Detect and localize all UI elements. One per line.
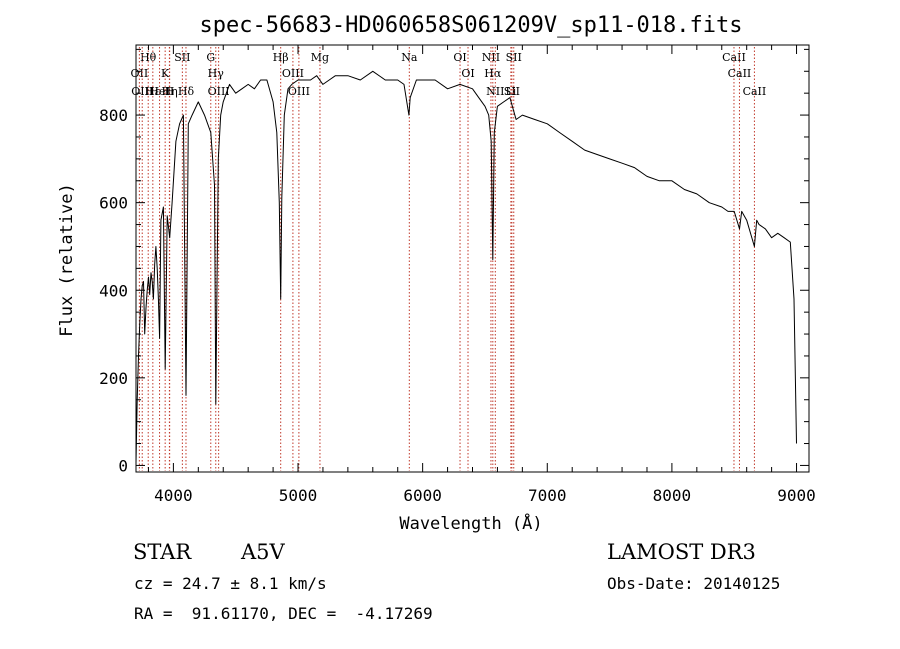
line-marker-label: Hα [484, 67, 502, 80]
x-tick-label: 9000 [777, 486, 816, 505]
plot-frame [135, 44, 810, 473]
line-marker-label: OIII [131, 85, 153, 98]
line-marker-label: Hδ [178, 85, 195, 98]
line-marker-label: Na [401, 51, 418, 64]
line-marker-label: NII [482, 51, 500, 64]
coords-text: RA = 91.61170, DEC = -4.17269 [134, 604, 433, 623]
survey-name: LAMOST DR3 [607, 540, 756, 564]
x-tick-label: 7000 [528, 486, 567, 505]
tick-layer: 4000 5000 6000 7000 8000 9000 0 200 400 600 800 [99, 45, 816, 505]
line-marker-label: SII [174, 51, 190, 64]
line-marker-label: G [206, 51, 215, 64]
line-marker-label: Hε [145, 85, 161, 98]
line-marker-label: SII [504, 85, 520, 98]
line-marker-label: Li [505, 85, 516, 98]
line-marker-label: OI [461, 67, 474, 80]
spectrum-line [135, 70, 797, 464]
object-subclass: A5V [241, 540, 285, 564]
line-marker-label: Mg [311, 51, 329, 64]
y-tick-label: 600 [99, 194, 128, 213]
line-marker-label: K [161, 67, 170, 80]
object-class: STAR [133, 540, 192, 564]
y-tick-label: 200 [99, 369, 128, 388]
chart-title: spec-56683-HD060658S061209V_sp11-018.fit… [199, 13, 742, 38]
series-layer [135, 70, 797, 464]
redshift-text: cz = 24.7 ± 8.1 km/s [134, 574, 327, 593]
x-tick-label: 6000 [403, 486, 442, 505]
line-marker-label: OII [131, 67, 149, 80]
line-marker-label: OIII [288, 85, 310, 98]
line-marker-label: OIII [282, 67, 304, 80]
line-marker-label: CaII [743, 85, 767, 98]
line-marker-label: Hγ [208, 67, 225, 80]
line-marker-label: HeI [149, 85, 169, 98]
x-tick-label: 8000 [653, 486, 692, 505]
line-marker-label: Hη [162, 85, 178, 98]
line-marker-label: H [165, 85, 175, 98]
line-marker-label: CaII [728, 67, 752, 80]
y-tick-label: 0 [118, 456, 128, 475]
y-axis-label: Flux (relative) [57, 183, 77, 337]
x-axis-label: Wavelength (Å) [399, 512, 542, 534]
line-marker-label: NII [486, 85, 504, 98]
x-tick-label: 4000 [154, 486, 193, 505]
line-marker-label: OIII [208, 85, 230, 98]
line-marker-label: SII [506, 51, 522, 64]
y-tick-label: 800 [99, 106, 128, 125]
line-markers: HθOIIOIIIHεHeIKHHηSIIHδGHγOIIIHβOIIIOIII… [131, 47, 767, 471]
line-marker-label: CaII [722, 51, 746, 64]
x-tick-label: 5000 [279, 486, 318, 505]
line-marker-label: Hβ [273, 51, 289, 64]
line-marker-label: OI [453, 51, 466, 64]
y-tick-label: 400 [99, 281, 128, 300]
obs-date-text: Obs-Date: 20140125 [607, 574, 781, 593]
